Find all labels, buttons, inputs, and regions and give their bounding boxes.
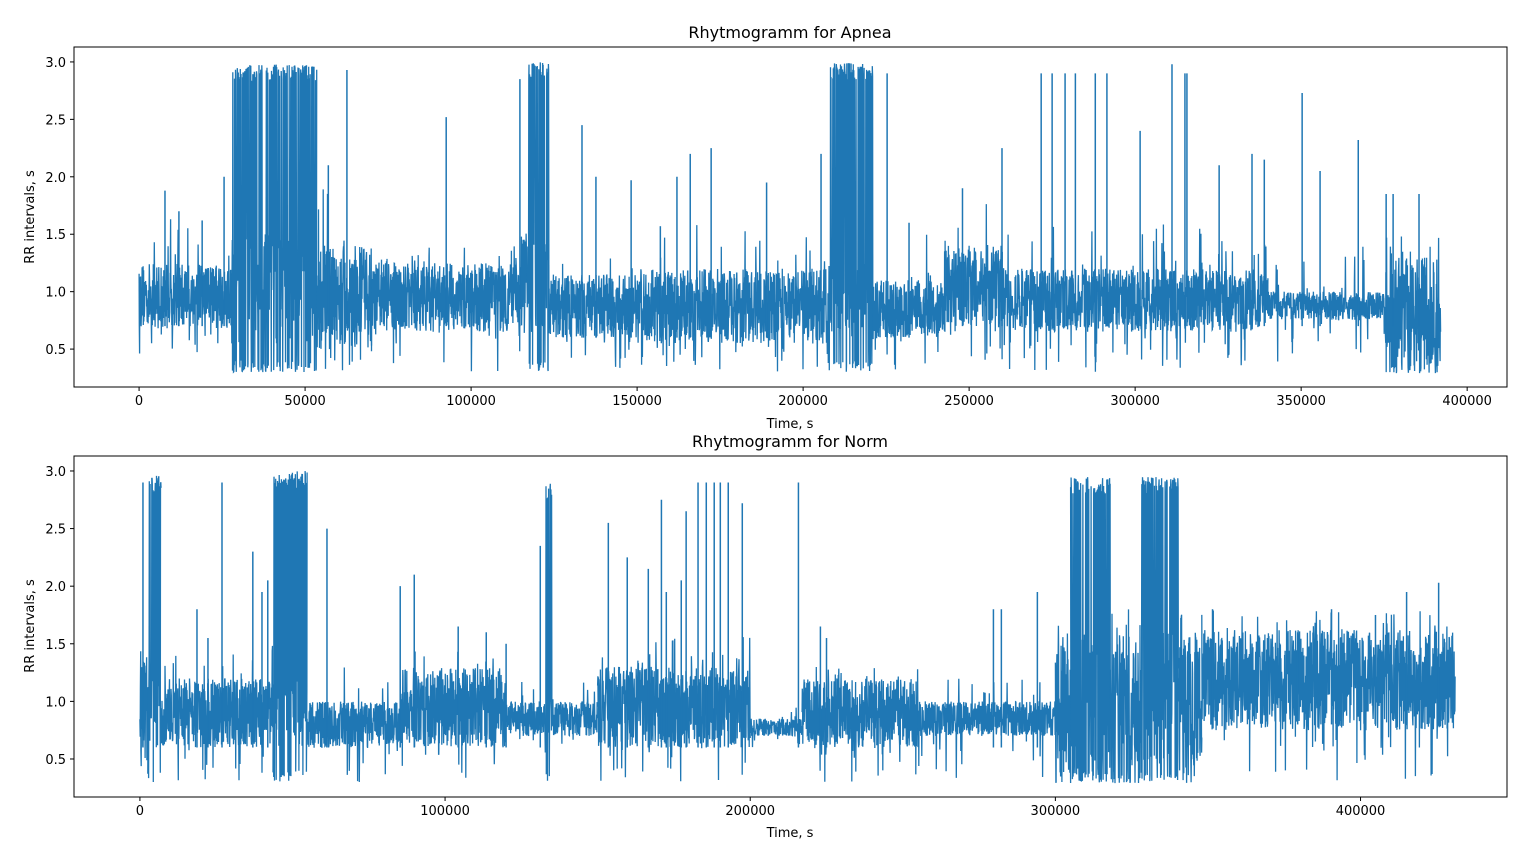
series-segment: [138, 219, 233, 354]
series-segment: [749, 707, 803, 748]
x-tick-label: 300000: [1031, 804, 1081, 819]
x-tick-label: 150000: [612, 394, 662, 409]
y-axis-label: RR intervals, s: [23, 579, 38, 673]
series-segment: [1054, 625, 1072, 784]
x-tick-label: 200000: [725, 804, 775, 819]
x-tick-label: 350000: [1276, 394, 1326, 409]
x-tick-label: 100000: [446, 394, 496, 409]
y-tick-label: 1.5: [45, 228, 66, 243]
y-tick-label: 1.0: [45, 286, 66, 301]
y-tick-label: 3.0: [45, 56, 66, 71]
series-segment: [306, 667, 400, 783]
y-tick-label: 1.0: [45, 695, 66, 710]
axes-frame: [73, 455, 1508, 798]
x-tick-label: 50000: [284, 394, 325, 409]
series-segment: [160, 645, 274, 781]
series-segment: [1069, 477, 1111, 783]
x-tick-label: 0: [136, 804, 144, 819]
series-segment: [1177, 614, 1203, 783]
series-segment: [1001, 224, 1269, 372]
series-segment: [139, 651, 149, 767]
plot-area: [138, 62, 1442, 374]
y-tick-label: 0.5: [45, 343, 66, 358]
y-tick-label: 1.5: [45, 638, 66, 653]
series-segment: [548, 258, 638, 368]
series-segment: [272, 471, 308, 782]
series-segment: [801, 666, 919, 782]
series-segment: [526, 62, 550, 372]
series-segment: [1139, 477, 1179, 782]
axes-frame: [73, 46, 1508, 388]
y-tick-label: 3.0: [45, 465, 66, 480]
x-tick-label: 400000: [1442, 394, 1492, 409]
series-segment: [520, 233, 529, 333]
series-segment: [917, 678, 1057, 778]
series-segment: [596, 637, 751, 782]
x-tick-label: 0: [135, 394, 143, 409]
x-tick-label: 250000: [944, 394, 994, 409]
x-tick-label: 200000: [778, 394, 828, 409]
series-segment: [505, 681, 547, 753]
series-segment: [147, 475, 162, 783]
y-tick-label: 2.5: [45, 523, 66, 538]
y-tick-label: 2.5: [45, 113, 66, 128]
series-segment: [1201, 610, 1456, 781]
series-segment: [1267, 246, 1385, 362]
series-segment: [636, 225, 829, 372]
chart-title: Rhytmogramm for Apnea: [688, 23, 891, 42]
y-tick-label: 2.0: [45, 580, 66, 595]
norm-subplot: Rhytmogramm for Norm Time, s RR interval…: [23, 432, 1508, 841]
chart-title: Rhytmogramm for Norm: [692, 432, 888, 451]
x-axis-label: Time, s: [766, 417, 814, 432]
apnea-subplot: Rhytmogramm for Apnea Time, s RR interva…: [23, 23, 1508, 432]
x-tick-label: 400000: [1336, 804, 1386, 819]
y-tick-label: 0.5: [45, 753, 66, 768]
series-segment: [551, 682, 599, 744]
series-segment: [827, 63, 874, 372]
series-segment: [398, 651, 507, 778]
series-segment: [316, 189, 373, 371]
y-axis-label: RR intervals, s: [23, 170, 38, 264]
y-tick-label: 2.0: [45, 171, 66, 186]
series-segment: [231, 64, 318, 374]
x-axis-label: Time, s: [766, 826, 814, 841]
series-segment: [1109, 609, 1142, 784]
plot-area: [139, 471, 1456, 784]
x-tick-label: 300000: [1110, 394, 1160, 409]
x-tick-label: 100000: [420, 804, 470, 819]
series-segment: [545, 483, 553, 781]
series-segment: [945, 204, 1003, 360]
